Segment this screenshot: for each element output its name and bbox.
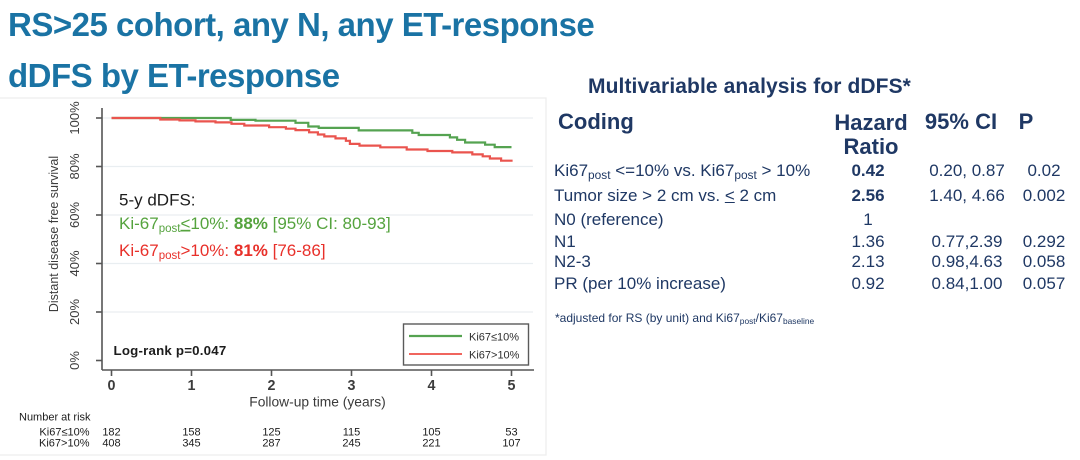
svg-text:5-y dDFS:: 5-y dDFS:	[119, 191, 196, 210]
svg-text:100%: 100%	[67, 101, 82, 135]
svg-text:Log-rank p=0.047: Log-rank p=0.047	[114, 343, 227, 358]
svg-text:408: 408	[102, 438, 120, 450]
svg-text:60%: 60%	[67, 202, 82, 228]
svg-text:Ki-67post<10%: 88% [95% CI: 80: Ki-67post<10%: 88% [95% CI: 80-93]	[119, 214, 391, 235]
svg-text:1: 1	[188, 378, 196, 394]
svg-text:Ki67≤10%: Ki67≤10%	[469, 332, 519, 344]
svg-text:Follow-up time (years): Follow-up time (years)	[249, 394, 385, 409]
svg-text:245: 245	[342, 438, 360, 450]
svg-text:182: 182	[102, 427, 120, 439]
svg-text:158: 158	[182, 427, 200, 439]
svg-text:20%: 20%	[67, 299, 82, 325]
svg-text:0: 0	[108, 378, 116, 394]
svg-text:Ki-67post>10%: 81% [76-86]: Ki-67post>10%: 81% [76-86]	[119, 241, 326, 262]
svg-text:Number at risk: Number at risk	[19, 412, 91, 424]
svg-text:125: 125	[262, 427, 280, 439]
svg-text:80%: 80%	[67, 153, 82, 179]
svg-text:53: 53	[505, 427, 517, 439]
svg-text:345: 345	[182, 438, 200, 450]
svg-text:105: 105	[422, 427, 440, 439]
svg-text:5: 5	[508, 378, 516, 394]
svg-text:287: 287	[262, 438, 280, 450]
svg-text:40%: 40%	[67, 250, 82, 276]
svg-text:Ki67≤10%: Ki67≤10%	[39, 427, 89, 439]
svg-text:2: 2	[268, 378, 276, 394]
svg-text:107: 107	[502, 438, 520, 450]
svg-text:221: 221	[422, 438, 440, 450]
svg-text:4: 4	[428, 378, 436, 394]
svg-text:115: 115	[343, 427, 361, 439]
svg-text:Ki67>10%: Ki67>10%	[469, 350, 520, 362]
svg-text:3: 3	[348, 378, 356, 394]
svg-text:Distant disease free survival: Distant disease free survival	[47, 156, 61, 312]
svg-text:Ki67>10%: Ki67>10%	[39, 438, 90, 450]
svg-text:0%: 0%	[67, 351, 82, 370]
